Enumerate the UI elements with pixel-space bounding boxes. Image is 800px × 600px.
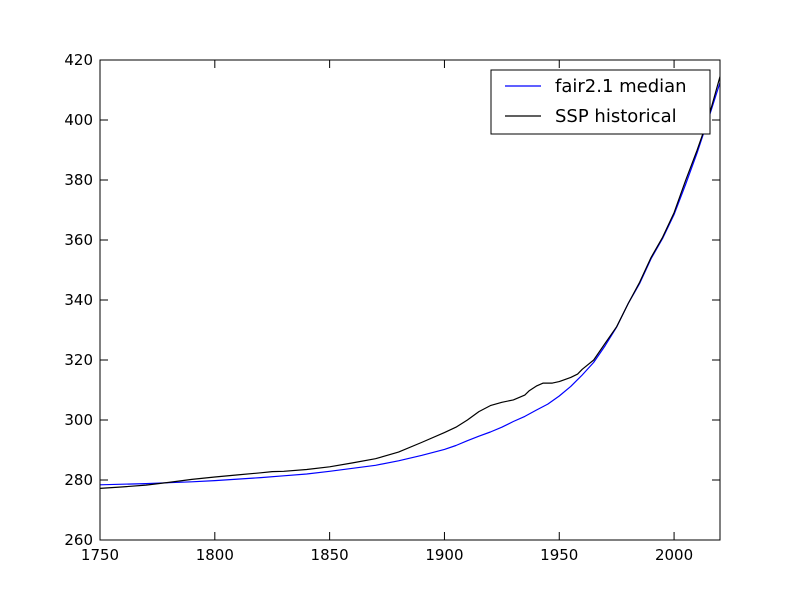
x-tick-label: 2000 (655, 546, 693, 564)
legend: fair2.1 median SSP historical (490, 69, 711, 135)
series-line-2 (100, 76, 720, 489)
y-axis: 260 280 300 320 340 360 380 400 420 (64, 51, 720, 549)
x-tick-label: 1850 (311, 546, 349, 564)
x-tick-label: 1750 (81, 546, 119, 564)
y-tick-label: 300 (64, 411, 93, 429)
x-tick-label: 1800 (196, 546, 234, 564)
y-tick-label: 260 (64, 531, 93, 549)
y-tick-label: 280 (64, 471, 93, 489)
y-tick-label: 320 (64, 351, 93, 369)
legend-box (490, 69, 711, 135)
x-tick-label: 1900 (425, 546, 463, 564)
legend-label: fair2.1 median (555, 76, 687, 97)
y-tick-label: 360 (64, 231, 93, 249)
series-layer (100, 76, 720, 489)
y-tick-label: 380 (64, 171, 93, 189)
x-axis: 1750 1800 1850 1900 1950 2000 (81, 60, 693, 564)
x-tick-label: 1950 (540, 546, 578, 564)
legend-label: SSP historical (555, 106, 677, 127)
y-tick-label: 400 (64, 111, 93, 129)
y-tick-label: 340 (64, 291, 93, 309)
y-tick-label: 420 (64, 51, 93, 69)
